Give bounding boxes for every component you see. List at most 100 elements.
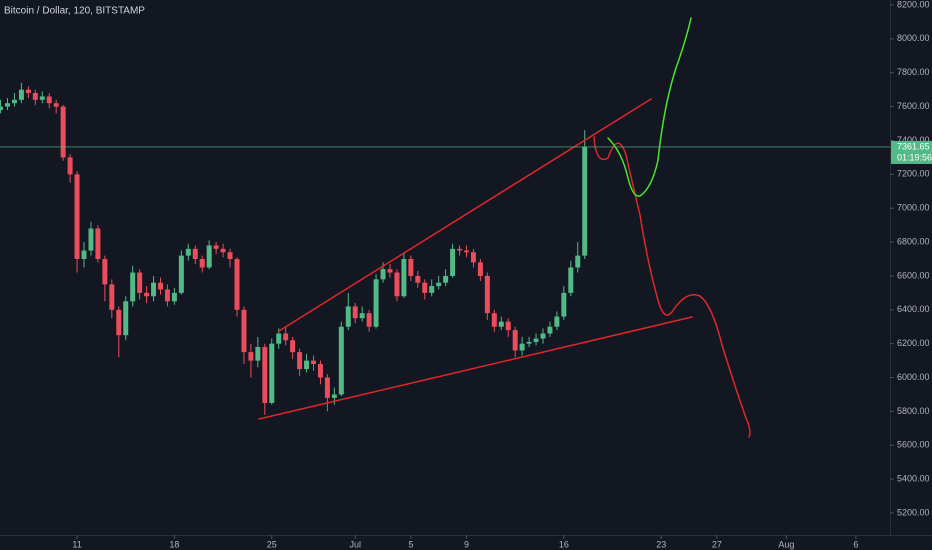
candle-body [171,292,177,302]
candle-body [429,286,435,293]
x-tick-label: 18 [169,539,179,549]
candle-body [582,146,588,256]
candle-body [185,248,191,256]
candle-body [18,89,24,100]
candle-body [60,106,66,158]
candle-body [290,340,296,353]
candle-body [310,360,316,364]
candle-body [505,321,511,331]
candle-body [109,284,115,310]
y-tick-label: 6400.00 [897,304,930,314]
y-tick-label: 5600.00 [897,440,930,450]
candle-body [470,252,476,263]
candle-body [463,250,469,253]
countdown-label: 01:19:56 [897,152,932,162]
candle-body [102,259,108,285]
candle-body [457,248,463,251]
candle-body [116,309,122,336]
candle-body [498,321,504,327]
x-tick-label: 27 [712,539,722,549]
candle-body [373,279,379,327]
y-tick-label: 7400.00 [897,135,930,145]
candle-body [32,93,38,100]
last-price-label: 7361.65 [897,141,930,151]
candle-body [554,316,560,327]
y-tick-label: 7000.00 [897,203,930,213]
y-tick-label: 8000.00 [897,33,930,43]
candle-body [158,282,164,290]
y-tick-label: 6200.00 [897,338,930,348]
candle-body [512,330,518,351]
candle-body [443,275,449,283]
candle-body [450,248,456,276]
candle-body [276,333,282,344]
candle-body [477,262,483,276]
candle-body [248,352,254,361]
candle-body [269,343,275,403]
candle-body [519,343,525,351]
candle-body [533,338,539,342]
candle-body [234,259,240,310]
candle-body [5,103,11,107]
candle-body [81,250,87,259]
candle-body [317,363,323,378]
x-tick-label: 11 [72,539,81,549]
candle-body [380,269,386,280]
candle-body [422,282,428,293]
candle-body [526,341,532,344]
last-price-box [891,140,932,164]
candle-body [331,394,337,398]
candle-body [192,248,198,259]
y-tick-label: 5200.00 [897,507,930,517]
y-tick-label: 5400.00 [897,474,930,484]
y-tick-label: 7200.00 [897,169,930,179]
candle-body [324,377,330,398]
drawings [258,17,751,438]
candle-body [575,255,581,268]
candle-body [0,106,4,110]
candle-body [144,292,150,297]
y-tick-label: 6600.00 [897,270,930,280]
candle-body [484,275,490,314]
trend-line-lower [258,316,693,420]
y-tick-label: 6000.00 [897,372,930,382]
candle-body [11,99,17,104]
candle-body [568,267,574,293]
trend-line-upper [278,98,652,332]
candle-body [436,282,442,287]
candle-body [491,313,497,327]
y-tick-label: 6800.00 [897,236,930,246]
candle-body [352,306,358,319]
x-tick-label: 5 [408,539,413,549]
candle-body [255,347,261,361]
candle-body [53,103,59,107]
candle-body [297,352,303,370]
y-tick-label: 5800.00 [897,406,930,416]
x-tick-label: Aug [778,539,794,549]
projection-bearish [593,136,751,438]
projection-bullish [607,17,692,197]
candle-body [394,272,400,297]
candle-body [95,228,101,259]
candle-body [130,272,136,302]
x-tick-label: 16 [559,539,569,549]
candle-body [540,333,546,339]
chart-title: Bitcoin / Dollar, 120, BITSTAMP [4,6,145,17]
candle-body [206,245,212,268]
candle-body [387,269,393,273]
candle-body [338,326,344,395]
x-tick-label: 9 [464,539,469,549]
candle-body [262,347,268,403]
candle-body [345,306,351,327]
candle-body [123,301,129,336]
candle-body [137,272,143,293]
plot [0,82,588,415]
candle-body [213,245,219,249]
candle-body [46,96,52,104]
candle-body [164,289,170,302]
candle-body [199,259,205,268]
candle-body [151,282,157,297]
